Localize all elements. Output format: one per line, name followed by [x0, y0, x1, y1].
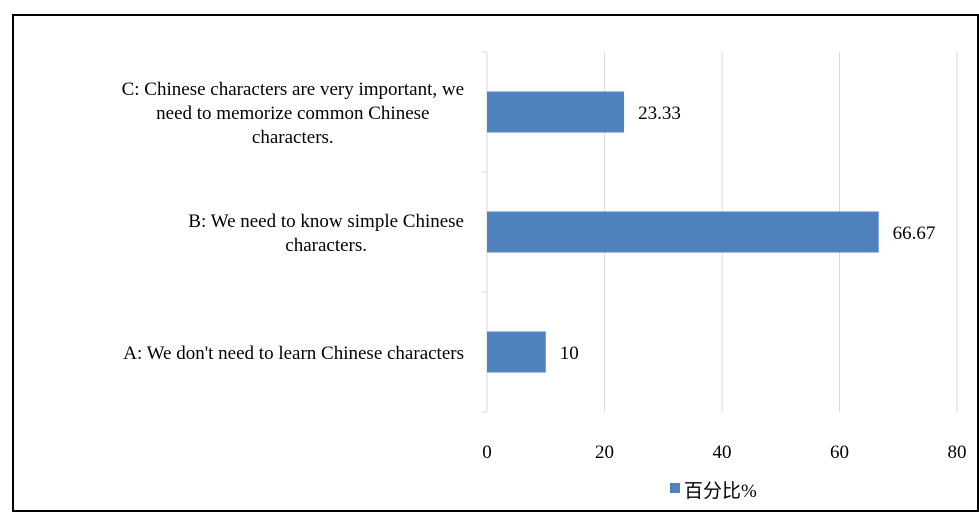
x-tick-label: 80 [948, 442, 967, 463]
category-label-line: need to memorize common Chinese [156, 103, 429, 124]
category-label-A: A: We don't need to learn Chinese charac… [123, 343, 464, 364]
x-tick-label: 60 [830, 442, 849, 463]
data-labels: 10 66.67 23.33 [560, 103, 936, 364]
x-tick-label: 0 [482, 442, 492, 463]
data-label-A: 10 [560, 343, 579, 364]
x-axis-ticks: 0 20 40 60 80 [482, 442, 966, 463]
category-label-line: B: We need to know simple Chinese [188, 211, 464, 232]
category-label-C: C: Chinese characters are very important… [122, 79, 464, 148]
category-label-line: characters. [285, 235, 367, 256]
category-label-line: C: Chinese characters are very important… [122, 79, 464, 100]
x-tick-label: 20 [595, 442, 614, 463]
legend-label: 百分比% [684, 480, 757, 502]
legend: 百分比% [670, 480, 757, 502]
legend-swatch [670, 483, 680, 493]
category-label-line: characters. [252, 127, 334, 148]
x-tick-label: 40 [713, 442, 732, 463]
data-label-C: 23.33 [638, 103, 681, 124]
category-label-line: A: We don't need to learn Chinese charac… [123, 343, 464, 364]
bars [487, 91, 879, 373]
data-label-B: 66.67 [893, 223, 936, 244]
bar-A [487, 331, 546, 373]
category-label-B: B: We need to know simple Chinese charact… [188, 211, 464, 256]
category-labels: A: We don't need to learn Chinese charac… [122, 79, 464, 364]
bar-B [487, 211, 879, 253]
bar-C [487, 91, 625, 133]
